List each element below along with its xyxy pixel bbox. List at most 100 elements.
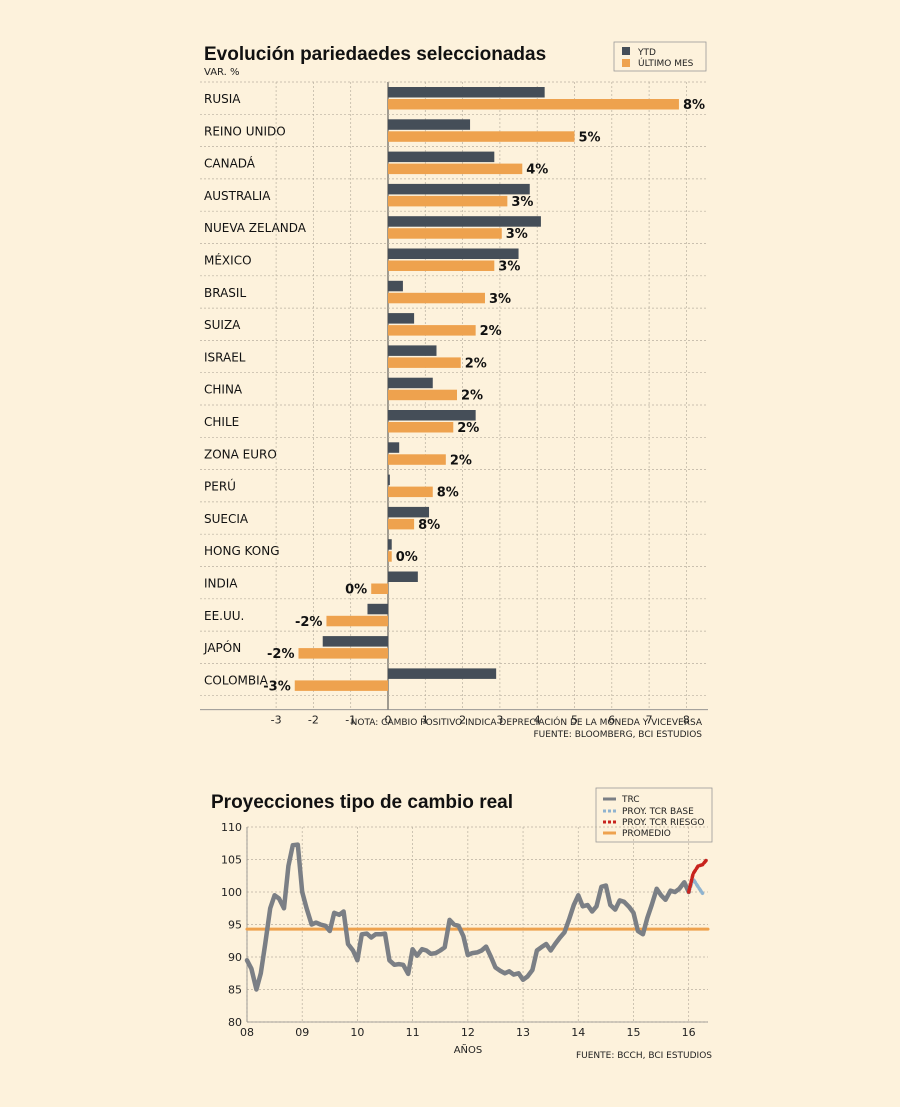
bar-ultimo-mes bbox=[326, 615, 388, 627]
legend-swatch-ytd bbox=[622, 47, 630, 55]
legend-label-ultimo-mes: ÚLTIMO MES bbox=[638, 57, 694, 69]
bar-data-label: -3% bbox=[263, 679, 290, 694]
bar-category-label: ISRAEL bbox=[204, 350, 246, 364]
bar-chart-ylabel: VAR. % bbox=[204, 67, 240, 78]
line-x-tick-label: 12 bbox=[461, 1026, 475, 1039]
bar-category-label: EE.UU. bbox=[204, 609, 244, 623]
bar-ultimo-mes bbox=[388, 99, 679, 110]
bar-data-label: 8% bbox=[418, 518, 440, 533]
line-x-tick-label: 11 bbox=[406, 1026, 420, 1039]
line-series-proy-tcr-riesgo bbox=[686, 857, 709, 894]
bar-x-tick-label: -3 bbox=[271, 714, 282, 727]
bar-data-label: 8% bbox=[683, 98, 705, 113]
bar-ytd bbox=[388, 377, 433, 389]
bar-ytd bbox=[388, 345, 437, 356]
bar-data-label: 5% bbox=[579, 130, 601, 145]
bar-ytd bbox=[388, 506, 430, 518]
line-y-tick-label: 110 bbox=[221, 821, 242, 834]
bar-ultimo-mes bbox=[388, 228, 502, 239]
bar-category-label: MÉXICO bbox=[204, 253, 252, 268]
line-xlabel: AÑOS bbox=[454, 1043, 483, 1056]
bar-data-label: 2% bbox=[465, 356, 487, 371]
bar-category-label: HONG KONG bbox=[204, 544, 280, 558]
bar-data-label: -2% bbox=[295, 615, 322, 630]
bar-x-tick-label: 0 bbox=[385, 714, 392, 727]
line-x-tick-label: 13 bbox=[516, 1026, 530, 1039]
bar-data-label: 3% bbox=[498, 260, 520, 275]
bar-ytd bbox=[388, 410, 476, 421]
line-y-tick-label: 90 bbox=[228, 951, 242, 964]
bar-data-label: 3% bbox=[489, 292, 511, 307]
line-legend: TRC PROY. TCR BASE PROY. TCR RIESGO PROM… bbox=[595, 787, 713, 843]
bar-ultimo-mes bbox=[388, 518, 415, 530]
bar-x-tick-label: 3 bbox=[496, 714, 503, 727]
bar-marks bbox=[294, 87, 679, 691]
bar-category-label: AUSTRALIA bbox=[204, 189, 271, 203]
bar-ytd bbox=[388, 87, 545, 98]
bar-data-label: 3% bbox=[506, 227, 528, 242]
bar-data-label: 8% bbox=[437, 486, 459, 501]
line-source: FUENTE: BCCH, BCI ESTUDIOS bbox=[576, 1051, 712, 1061]
legend-swatch-ultimo-mes bbox=[622, 59, 630, 67]
bar-ultimo-mes bbox=[388, 163, 523, 175]
line-y-ticks: 80 85 90 95 100 105 110 bbox=[221, 821, 242, 1029]
legend-label-proy-riesgo: PROY. TCR RIESGO bbox=[622, 818, 704, 828]
bar-data-label: -2% bbox=[267, 647, 294, 662]
line-series bbox=[244, 842, 710, 992]
bar-x-tick-label: 2 bbox=[459, 714, 466, 727]
bar-ultimo-mes bbox=[388, 454, 446, 465]
bar-ultimo-mes bbox=[388, 131, 575, 142]
bar-ultimo-mes bbox=[294, 680, 388, 691]
bar-x-tick-label: 5 bbox=[571, 714, 578, 727]
bar-data-label: 0% bbox=[345, 583, 367, 598]
bar-chart: Evolución pariedaedes seleccionadas VAR.… bbox=[200, 41, 708, 740]
bar-category-label: BRASIL bbox=[204, 286, 246, 300]
line-x-tick-label: 14 bbox=[571, 1026, 585, 1039]
bar-x-tick-label: -1 bbox=[345, 714, 356, 727]
line-y-tick-label: 105 bbox=[221, 854, 242, 867]
line-x-tick-label: 08 bbox=[240, 1026, 254, 1039]
line-y-tick-label: 80 bbox=[228, 1016, 242, 1029]
bar-x-tick-label: 8 bbox=[683, 714, 690, 727]
bar-category-label: CANADÁ bbox=[204, 156, 256, 171]
bar-ytd bbox=[388, 571, 418, 582]
legend-label-proy-base: PROY. TCR BASE bbox=[622, 807, 694, 817]
bar-ytd bbox=[388, 151, 495, 163]
legend-label-promedio: PROMEDIO bbox=[622, 829, 671, 839]
bar-data-label: 2% bbox=[480, 324, 502, 339]
bar-source: FUENTE: BLOOMBERG, BCI ESTUDIOS bbox=[533, 730, 702, 740]
bar-legend: YTD ÚLTIMO MES bbox=[613, 41, 707, 72]
bar-ultimo-mes bbox=[388, 357, 461, 368]
bar-ultimo-mes bbox=[388, 260, 495, 271]
bar-ytd bbox=[322, 636, 388, 647]
bar-x-ticks: -3 -2 -1 0 1 2 3 4 5 6 7 8 bbox=[271, 714, 690, 727]
bar-x-tick-label: 6 bbox=[608, 714, 615, 727]
bar-x-tick-label: 7 bbox=[646, 714, 653, 727]
bar-data-label: 2% bbox=[450, 453, 472, 468]
bar-ytd bbox=[388, 248, 519, 259]
bar-ytd bbox=[388, 216, 541, 227]
bar-ultimo-mes bbox=[388, 486, 433, 498]
bar-category-label: CHILE bbox=[204, 415, 239, 429]
bar-ultimo-mes bbox=[371, 583, 388, 594]
bar-ytd bbox=[388, 539, 392, 550]
bar-note: NOTA: CAMBIO POSITIVO INDICA DEPRECIACIÓ… bbox=[351, 716, 703, 728]
line-x-tick-label: 15 bbox=[626, 1026, 640, 1039]
bar-ultimo-mes bbox=[388, 551, 392, 562]
bar-ytd bbox=[388, 313, 415, 324]
bar-category-label: JAPÓN bbox=[203, 640, 241, 655]
line-y-tick-label: 85 bbox=[228, 984, 242, 997]
bar-ultimo-mes bbox=[388, 195, 508, 207]
bar-chart-title: Evolución pariedaedes seleccionadas bbox=[204, 44, 546, 65]
bar-category-label: SUECIA bbox=[204, 512, 249, 526]
bar-category-label: COLOMBIA bbox=[204, 673, 269, 687]
line-chart-title: Proyecciones tipo de cambio real bbox=[211, 792, 513, 813]
legend-label-ytd: YTD bbox=[637, 48, 656, 58]
bar-ytd bbox=[388, 119, 471, 130]
line-x-ticks: 08 09 10 11 12 13 14 15 16 bbox=[240, 1026, 696, 1039]
bar-data-label: 2% bbox=[461, 389, 483, 404]
bar-ultimo-mes bbox=[388, 422, 454, 433]
line-x-tick-label: 16 bbox=[682, 1026, 696, 1039]
bar-ultimo-mes bbox=[388, 389, 458, 401]
bar-ultimo-mes bbox=[388, 325, 476, 336]
